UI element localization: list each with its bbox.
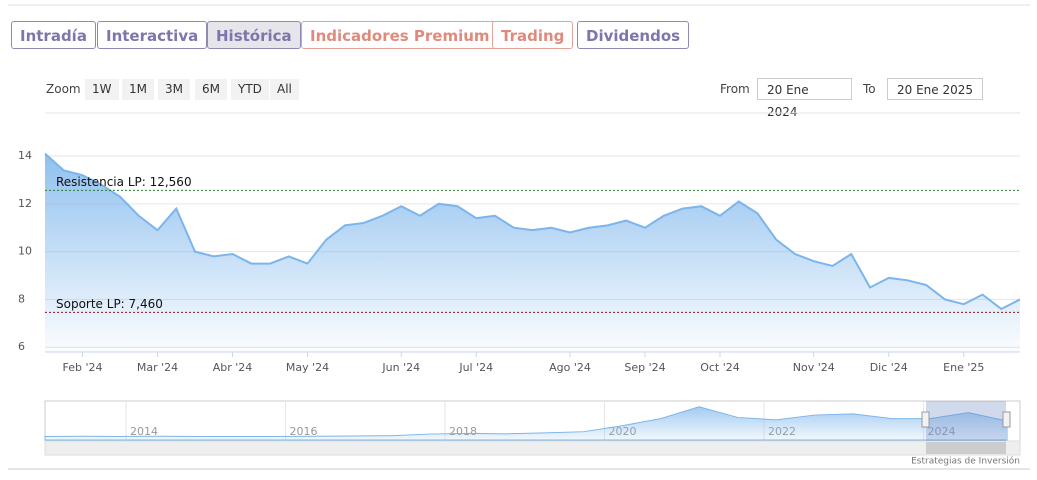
from-input[interactable]: 20 Ene 2024 [757, 78, 852, 119]
x-tick-label: Ago '24 [549, 361, 591, 374]
y-tick-label: 10 [18, 245, 32, 258]
y-tick-label: 12 [18, 197, 32, 210]
x-tick-label: Abr '24 [213, 361, 253, 374]
from-label: From [720, 82, 750, 96]
line [44, 152, 1021, 311]
tab[interactable]: Histórica [207, 21, 301, 49]
navigator-label: 2016 [290, 425, 318, 438]
x-tick-label: Sep '24 [624, 361, 665, 374]
navigator-handle[interactable] [1002, 411, 1011, 428]
tab[interactable]: Dividendos [577, 21, 690, 49]
scrollbar[interactable] [44, 440, 1021, 456]
x-tick-label: Dic '24 [870, 361, 908, 374]
x-tick-label: Feb '24 [63, 361, 103, 374]
x-tick-label: Jun '24 [381, 361, 420, 374]
credit: Estrategias de Inversión [911, 456, 1020, 467]
y-tick-label: 8 [18, 292, 25, 305]
x-tick-label: Nov '24 [793, 361, 835, 374]
zoom-label: Zoom [46, 82, 81, 96]
y-tick-label: 6 [18, 340, 25, 353]
zoom-button[interactable]: 1W [85, 79, 119, 100]
scrollbar-thumb[interactable] [926, 442, 1006, 454]
zoom-button[interactable]: 3M [158, 79, 190, 100]
x-tick-label: May '24 [286, 361, 329, 374]
x-tick-label: Ene '25 [943, 361, 984, 374]
navigator-label: 2014 [130, 425, 158, 438]
x-tick-label: Jul '24 [458, 361, 493, 374]
zoom-button[interactable]: 1M [122, 79, 154, 100]
to-label: To [863, 82, 876, 96]
to-input[interactable]: 20 Ene 2025 [887, 78, 983, 100]
tab[interactable]: Trading [492, 21, 574, 49]
x-tick-label: Oct '24 [700, 361, 740, 374]
tab[interactable]: Interactiva [97, 21, 208, 49]
annotation-label: Resistencia LP: 12,560 [56, 175, 192, 189]
zoom-button[interactable]: All [270, 79, 299, 100]
zoom-button[interactable]: 6M [195, 79, 227, 100]
navigator-handle[interactable] [921, 411, 930, 428]
tab[interactable]: Indicadores Premium [301, 21, 499, 49]
area [45, 153, 1020, 352]
navigator-mask [926, 401, 1006, 441]
navigator-area [44, 406, 1008, 441]
zoom-button[interactable]: YTD [231, 79, 269, 100]
x-tick-label: Mar '24 [137, 361, 178, 374]
annotation-label: Soporte LP: 7,460 [56, 297, 163, 311]
tab[interactable]: Intradía [11, 21, 96, 49]
y-tick-label: 14 [18, 149, 32, 162]
